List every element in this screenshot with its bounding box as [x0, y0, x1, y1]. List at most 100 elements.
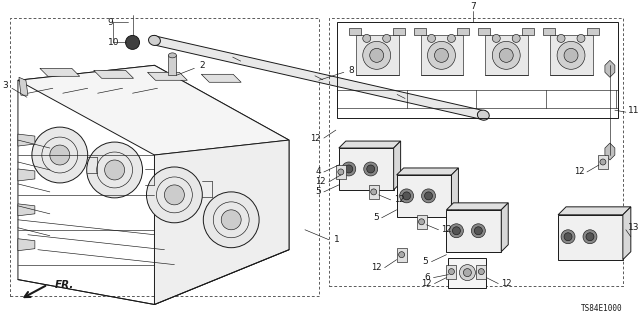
- Circle shape: [364, 162, 378, 176]
- Circle shape: [424, 192, 433, 200]
- Bar: [558, 215, 623, 260]
- Polygon shape: [40, 68, 80, 76]
- Circle shape: [600, 159, 606, 165]
- Bar: [336, 165, 346, 179]
- Bar: [417, 215, 426, 229]
- Text: 7: 7: [470, 2, 476, 11]
- Circle shape: [32, 127, 88, 183]
- Text: 6: 6: [425, 273, 431, 282]
- Circle shape: [367, 165, 374, 173]
- Polygon shape: [397, 168, 458, 175]
- Polygon shape: [18, 169, 35, 181]
- Text: 2: 2: [199, 61, 205, 70]
- Circle shape: [50, 145, 70, 165]
- Circle shape: [399, 252, 404, 258]
- Text: 4: 4: [316, 167, 321, 176]
- Circle shape: [492, 41, 520, 69]
- Text: 5: 5: [315, 187, 321, 197]
- Text: 12: 12: [371, 263, 381, 272]
- Bar: [449, 258, 486, 287]
- Bar: [369, 185, 379, 199]
- Circle shape: [557, 34, 565, 42]
- Bar: [447, 210, 501, 252]
- Polygon shape: [605, 60, 615, 77]
- Bar: [447, 265, 456, 278]
- Text: 8: 8: [349, 66, 355, 75]
- Ellipse shape: [477, 110, 489, 120]
- Circle shape: [564, 48, 578, 62]
- Text: 11: 11: [628, 106, 639, 115]
- Polygon shape: [147, 72, 188, 80]
- Polygon shape: [19, 77, 28, 95]
- Circle shape: [428, 34, 435, 42]
- Bar: [598, 155, 608, 169]
- Polygon shape: [550, 35, 593, 75]
- Circle shape: [460, 265, 476, 281]
- Bar: [329, 19, 623, 286]
- Bar: [397, 175, 451, 217]
- Circle shape: [370, 48, 383, 62]
- Polygon shape: [339, 141, 401, 148]
- Circle shape: [577, 34, 585, 42]
- Circle shape: [399, 189, 413, 203]
- Circle shape: [449, 269, 454, 275]
- Circle shape: [383, 34, 390, 42]
- Polygon shape: [18, 204, 35, 216]
- Polygon shape: [478, 28, 490, 35]
- Polygon shape: [447, 203, 508, 210]
- Circle shape: [561, 230, 575, 244]
- Circle shape: [147, 167, 202, 223]
- Circle shape: [557, 41, 585, 69]
- Polygon shape: [393, 28, 404, 35]
- Text: 12: 12: [501, 279, 512, 288]
- Circle shape: [472, 224, 485, 238]
- Circle shape: [478, 269, 484, 275]
- Text: 1: 1: [334, 235, 340, 244]
- Bar: [476, 265, 486, 278]
- Circle shape: [435, 48, 449, 62]
- Text: 12: 12: [316, 177, 326, 186]
- Polygon shape: [458, 28, 469, 35]
- Text: 5: 5: [373, 213, 379, 222]
- Bar: [10, 19, 319, 295]
- Circle shape: [342, 162, 356, 176]
- Text: TS84E1000: TS84E1000: [581, 304, 623, 314]
- Polygon shape: [451, 168, 458, 217]
- Circle shape: [512, 34, 520, 42]
- Polygon shape: [349, 28, 361, 35]
- Circle shape: [125, 35, 140, 49]
- Polygon shape: [356, 35, 399, 75]
- Circle shape: [564, 233, 572, 241]
- Polygon shape: [501, 203, 508, 252]
- Circle shape: [345, 165, 353, 173]
- Polygon shape: [522, 28, 534, 35]
- Polygon shape: [587, 28, 599, 35]
- Text: 3: 3: [2, 81, 8, 90]
- Text: 10: 10: [108, 38, 119, 47]
- Polygon shape: [168, 56, 177, 75]
- Bar: [397, 248, 406, 262]
- Polygon shape: [93, 70, 134, 78]
- Polygon shape: [605, 143, 615, 160]
- Ellipse shape: [148, 35, 161, 45]
- Polygon shape: [18, 134, 35, 146]
- Circle shape: [371, 189, 377, 195]
- Text: 12: 12: [421, 279, 431, 288]
- Circle shape: [104, 160, 125, 180]
- Text: 12: 12: [310, 134, 321, 143]
- Text: 12: 12: [442, 225, 452, 234]
- Circle shape: [447, 34, 456, 42]
- Polygon shape: [154, 35, 484, 120]
- Text: 12: 12: [575, 167, 585, 176]
- Polygon shape: [420, 35, 463, 75]
- Text: 12: 12: [394, 195, 404, 204]
- Bar: [339, 148, 394, 190]
- Text: 13: 13: [628, 223, 639, 232]
- Circle shape: [403, 192, 411, 200]
- Circle shape: [338, 169, 344, 175]
- Polygon shape: [558, 207, 631, 215]
- Circle shape: [363, 41, 390, 69]
- Text: 9: 9: [108, 18, 113, 27]
- Circle shape: [463, 269, 472, 277]
- Circle shape: [586, 233, 594, 241]
